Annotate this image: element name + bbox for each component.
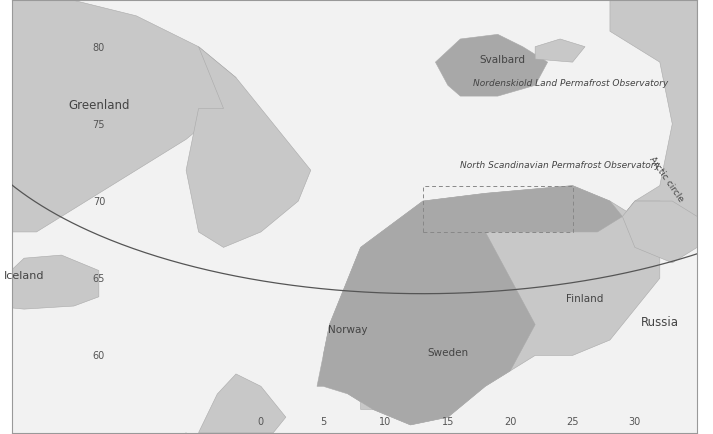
Text: 0: 0	[258, 417, 264, 427]
Polygon shape	[535, 40, 585, 63]
Text: 10: 10	[379, 417, 391, 427]
Text: Arctic circle: Arctic circle	[647, 154, 685, 203]
Text: 5: 5	[320, 417, 327, 427]
Text: Iceland: Iceland	[4, 271, 44, 281]
Text: 20: 20	[504, 417, 516, 427]
Polygon shape	[136, 433, 186, 434]
Polygon shape	[361, 386, 398, 410]
Text: 15: 15	[441, 417, 454, 427]
Text: North Scandinavian Permafrost Observatory: North Scandinavian Permafrost Observator…	[461, 161, 660, 170]
Polygon shape	[622, 202, 697, 263]
Polygon shape	[186, 48, 311, 248]
Polygon shape	[317, 186, 622, 425]
Text: 70: 70	[93, 197, 105, 207]
Polygon shape	[0, 256, 99, 309]
Text: Russia: Russia	[641, 315, 679, 328]
Text: Svalbard: Svalbard	[479, 55, 525, 65]
Polygon shape	[436, 35, 548, 97]
Text: Finland: Finland	[566, 294, 604, 304]
Text: 75: 75	[93, 120, 105, 130]
Text: 80: 80	[93, 43, 105, 53]
Polygon shape	[11, 1, 236, 232]
Text: Nordenskiold Land Permafrost Observatory: Nordenskiold Land Permafrost Observatory	[473, 79, 668, 88]
Text: 25: 25	[566, 417, 579, 427]
Text: Sweden: Sweden	[427, 348, 468, 358]
Text: 65: 65	[93, 273, 105, 283]
Polygon shape	[610, 1, 697, 217]
Polygon shape	[323, 186, 660, 425]
Text: Greenland: Greenland	[68, 99, 130, 112]
Polygon shape	[199, 374, 286, 433]
Text: 30: 30	[629, 417, 641, 427]
Text: Norway: Norway	[329, 325, 368, 335]
Text: 60: 60	[93, 351, 105, 361]
